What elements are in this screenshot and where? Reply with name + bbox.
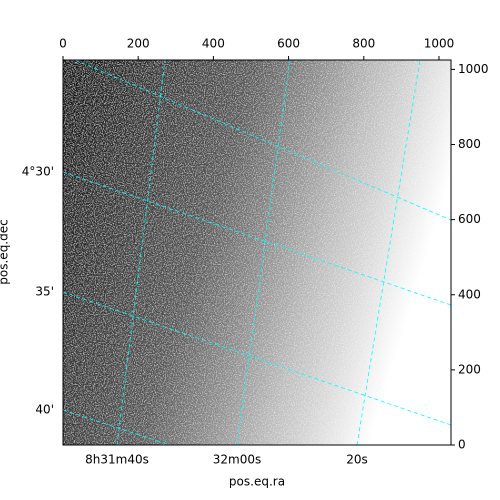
dec-tick-label: 40' — [35, 403, 54, 417]
y-tick-label: 200 — [458, 362, 481, 376]
y-tick-label: 800 — [458, 137, 481, 151]
world-grid — [63, 60, 451, 445]
x-tick-label: 1000 — [424, 37, 455, 51]
y-tick-label: 600 — [458, 212, 481, 226]
x-axis-label: pos.eq.ra — [229, 475, 285, 489]
x-tick-label: 600 — [277, 37, 300, 51]
dec-tick-label: 35' — [35, 285, 54, 299]
x-tick-label: 400 — [202, 37, 225, 51]
dec-tick-label: 4°30' — [22, 165, 54, 179]
y-tick-label: 1000 — [458, 62, 489, 76]
y-tick-label: 400 — [458, 287, 481, 301]
ra-tick-label: 8h31m40s — [85, 453, 149, 467]
y-axis-label: pos.eq.dec — [0, 219, 11, 284]
x-tick-label: 200 — [127, 37, 150, 51]
ra-tick-label: 32m00s — [213, 453, 261, 467]
y-tick-label: 0 — [458, 438, 466, 452]
image — [63, 60, 451, 445]
frame — [62, 59, 452, 446]
ra-tick-label: 20s — [346, 453, 368, 467]
x-tick-label: 800 — [352, 37, 375, 51]
x-tick-label: 0 — [59, 37, 67, 51]
